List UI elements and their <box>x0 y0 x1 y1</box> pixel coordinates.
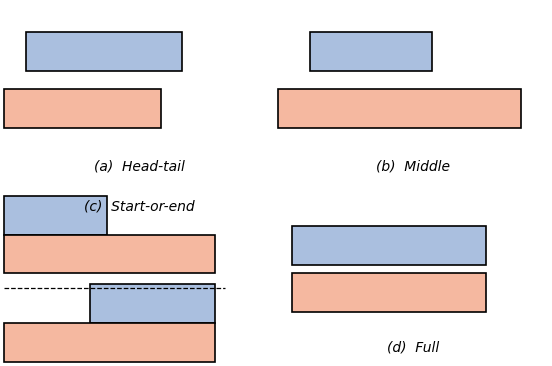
Text: (b)  Middle: (b) Middle <box>376 160 450 174</box>
FancyBboxPatch shape <box>291 226 486 265</box>
FancyBboxPatch shape <box>4 196 107 235</box>
FancyBboxPatch shape <box>278 89 521 128</box>
FancyBboxPatch shape <box>4 235 215 273</box>
FancyBboxPatch shape <box>4 89 161 128</box>
Text: (c)  Start-or-end: (c) Start-or-end <box>84 199 194 213</box>
FancyBboxPatch shape <box>291 273 486 312</box>
FancyBboxPatch shape <box>310 33 432 71</box>
FancyBboxPatch shape <box>26 33 182 71</box>
FancyBboxPatch shape <box>4 323 215 362</box>
Text: (d)  Full: (d) Full <box>387 341 439 355</box>
FancyBboxPatch shape <box>91 284 215 323</box>
Text: (a)  Head-tail: (a) Head-tail <box>94 160 184 174</box>
